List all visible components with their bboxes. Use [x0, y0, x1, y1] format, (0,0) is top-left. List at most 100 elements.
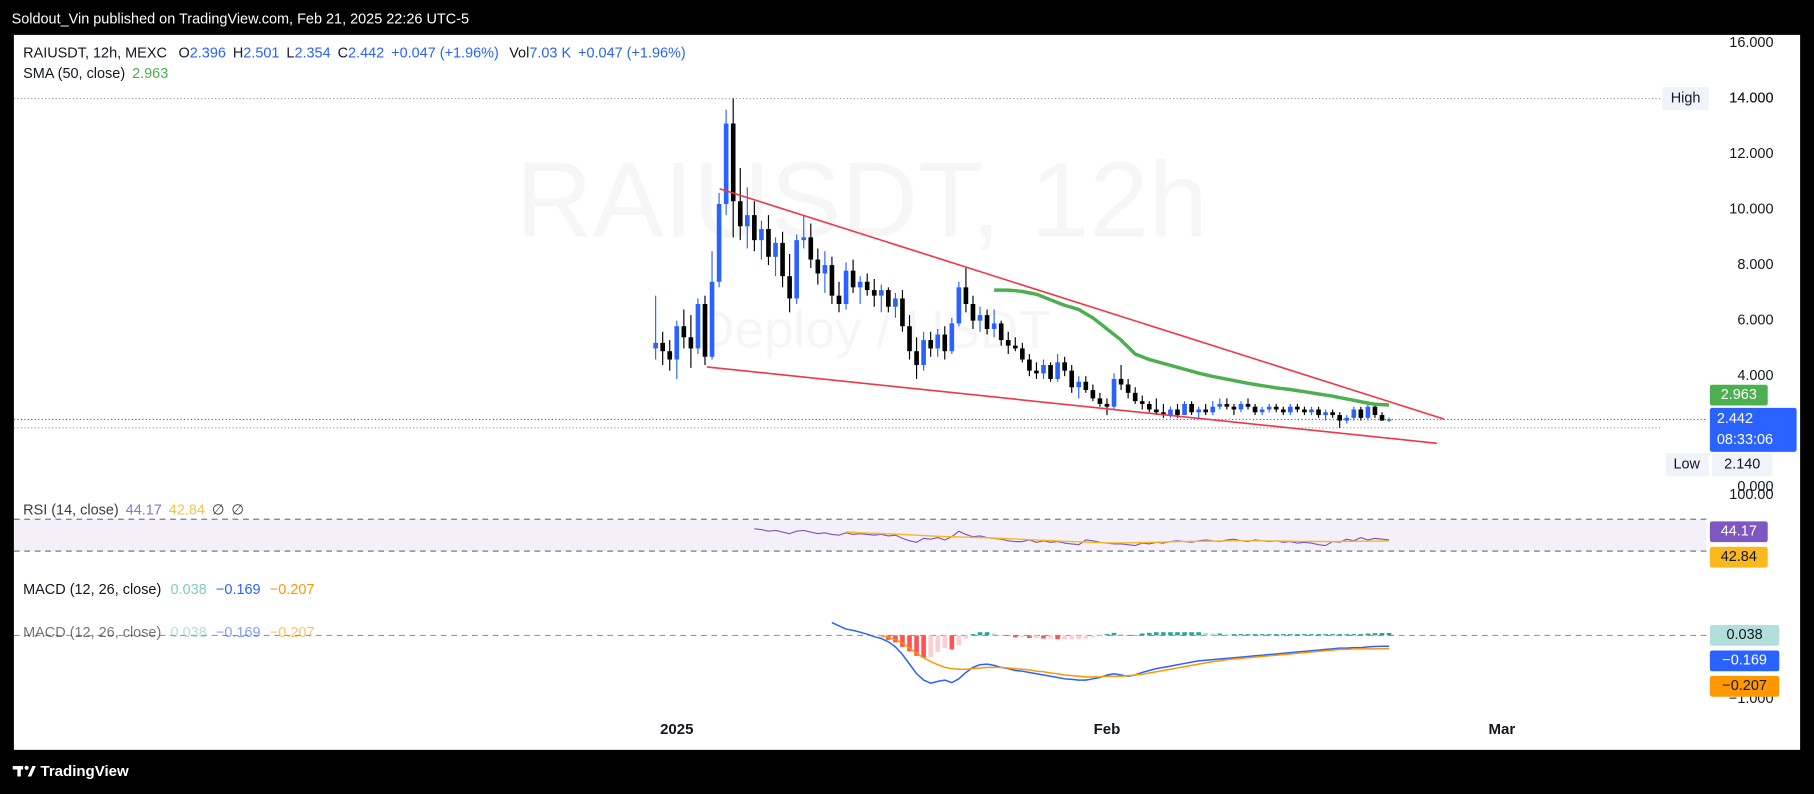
candle-body	[1111, 378, 1117, 407]
macd-histogram-bar	[1168, 632, 1173, 636]
y-tick-label: 14.000	[1729, 90, 1773, 106]
macd-histogram-bar	[984, 632, 990, 636]
candle-body	[752, 215, 757, 241]
macd-value: −0.207	[270, 625, 315, 641]
macd-histogram-bar	[1146, 632, 1152, 636]
candle-body	[857, 281, 863, 288]
candle-body	[695, 303, 701, 349]
rsi-value: 42.84	[169, 502, 205, 518]
rsi-tag: 44.17	[1721, 524, 1757, 540]
macd-histogram-bar	[1104, 634, 1110, 636]
macd-histogram-bar	[1259, 634, 1265, 636]
macd-histogram-bar	[1231, 634, 1237, 636]
candle-body	[1062, 362, 1067, 371]
macd-histogram-bar	[1323, 634, 1328, 636]
candle-body	[1020, 348, 1025, 360]
watermark-pair: Deploy / USDT	[696, 300, 1051, 359]
ohlc-label: H	[233, 45, 243, 61]
macd-histogram-bar	[1224, 634, 1230, 636]
macd-histogram-bar	[1266, 634, 1272, 636]
brand: TradingView	[40, 763, 128, 780]
macd-histogram-bar	[1005, 635, 1011, 637]
macd-histogram-bar	[1238, 634, 1244, 636]
overlay: 0.000 4.000 6.000 8.000 10.000 12.000 14.000 16…	[23, 35, 1797, 738]
candle-body	[1386, 419, 1392, 421]
macd-value: −0.207	[270, 582, 315, 598]
macd-histogram-bar	[970, 634, 976, 636]
macd-histogram-bar	[1125, 635, 1131, 637]
macd-histogram-bar	[991, 633, 997, 636]
rsi-value: 44.17	[126, 502, 162, 518]
candle-body	[1076, 381, 1082, 388]
macd-histogram-bar	[998, 635, 1004, 636]
candle-body	[829, 265, 835, 296]
y-tick-label: 16.000	[1729, 35, 1773, 51]
candle-body	[1189, 403, 1194, 413]
watermark-symbol: RAIUSDT, 12h	[516, 141, 1208, 260]
candle-body	[1161, 412, 1166, 416]
macd-histogram-bar	[1012, 635, 1018, 638]
macd-histogram-bar	[1280, 634, 1286, 636]
sma-value: 2.963	[132, 66, 168, 82]
candle-body	[1041, 365, 1046, 374]
macd-histogram-bar	[1090, 635, 1096, 638]
candle-body	[1365, 406, 1371, 418]
sma-line	[994, 288, 1390, 407]
sma-tag: 2.963	[1721, 387, 1757, 403]
candle-body	[843, 270, 849, 304]
candle-body	[991, 323, 997, 329]
symbol: RAIUSDT, 12h, MEXC	[23, 45, 167, 61]
candle-body	[744, 215, 750, 227]
candle-body	[1323, 412, 1328, 416]
macd-histogram-bar	[1372, 633, 1378, 636]
countdown: 08:33:06	[1717, 432, 1773, 448]
candle-body	[1090, 390, 1096, 399]
low-value-box	[1712, 453, 1773, 477]
candle-body	[900, 298, 905, 327]
candle-body	[970, 303, 976, 321]
high-value: 14.000	[1729, 90, 1773, 106]
macd-histogram-bar	[1316, 634, 1321, 636]
macd-line	[831, 621, 1390, 684]
sma-tag-bg	[1709, 384, 1768, 406]
candle-body	[1203, 409, 1209, 413]
candle-body	[1104, 403, 1110, 407]
rsi-band	[13, 519, 1707, 552]
macd-tag: −0.169	[1722, 653, 1767, 669]
macd-histogram-bar	[1041, 635, 1046, 639]
macd-histogram-bar	[1196, 632, 1201, 636]
candle-body	[787, 276, 792, 299]
sma-name: SMA (50, close)	[23, 66, 125, 82]
rsi-line	[845, 531, 1390, 544]
macd-title: MACD (12, 26, close)	[23, 625, 161, 641]
candle-body	[730, 123, 736, 202]
change: +0.047 (+1.96%)	[391, 45, 499, 61]
macd-tag: −0.207	[1722, 678, 1767, 694]
macd-histogram-bar	[1111, 632, 1117, 636]
macd-histogram-bar	[935, 635, 941, 652]
candle-body	[1358, 409, 1364, 418]
macd-histogram-bar	[1097, 635, 1103, 637]
macd-histogram-bar	[1351, 634, 1357, 636]
macd-histogram-bar	[1027, 635, 1032, 638]
candle-body	[1344, 417, 1350, 421]
legend: SMA (50, close) 2.963	[23, 66, 168, 82]
macd-title: MACD (12, 26, close)	[23, 582, 161, 598]
candle-body	[1351, 409, 1357, 418]
candle-body	[780, 242, 785, 277]
candle-body	[723, 123, 729, 205]
candle-body	[688, 337, 694, 349]
candle-body	[1027, 359, 1032, 371]
x-tick-label: Mar	[1489, 721, 1516, 738]
macd-tag-bg	[1709, 650, 1780, 672]
y-tick-label: 4.000	[1737, 368, 1773, 384]
candle-body	[1139, 401, 1145, 404]
macd-histogram-bar	[893, 635, 898, 643]
last-price-box	[1709, 407, 1797, 452]
macd-histogram-bar	[1076, 635, 1082, 640]
macd-histogram-bar	[1217, 633, 1223, 636]
macd-histogram-bar	[956, 635, 962, 645]
macd-histogram-bar	[878, 635, 884, 639]
macd-histogram-bar	[1309, 634, 1314, 636]
macd-histogram-bar	[1379, 632, 1385, 636]
